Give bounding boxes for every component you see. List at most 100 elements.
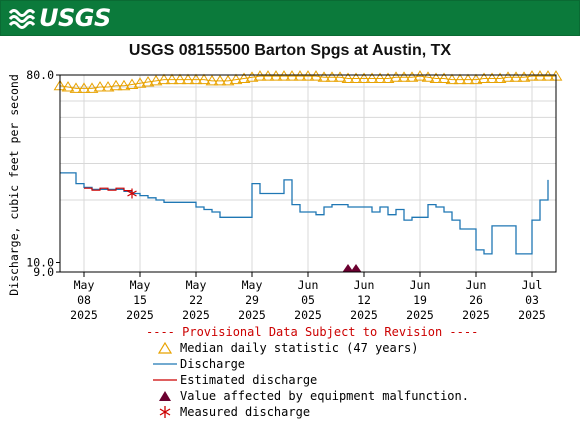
median-marker [213,74,227,86]
open-triangle-icon [150,342,180,354]
median-marker [397,71,411,82]
x-tick-label: 05 [301,293,315,307]
usgs-logo[interactable]: USGS [9,4,111,32]
median-marker [229,73,243,85]
median-marker [445,73,459,85]
median-marker [469,73,483,85]
equipment-malfunction-marker [350,264,362,272]
legend-label-discharge: Discharge [180,357,246,371]
median-marker [301,70,315,81]
x-tick-label: 2025 [518,308,546,322]
median-marker [333,71,347,82]
chart-title: USGS 08155500 Barton Spgs at Austin, TX [128,42,452,59]
x-tick-label: May [130,278,151,292]
median-marker [517,71,531,82]
median-marker [541,70,555,81]
median-marker [405,71,419,82]
median-marker [421,71,435,82]
median-marker [253,70,267,81]
x-tick-label: Jun [298,278,319,292]
median-marker [485,72,499,83]
x-tick-label: 12 [357,293,371,307]
line-icon [150,377,180,383]
median-marker [165,73,179,85]
y-tick-label: 80.0 [26,68,54,82]
y-tick-label: 10.0 [26,255,54,269]
x-tick-label: 2025 [182,308,210,322]
x-tick-label: 26 [469,293,483,307]
line-icon [150,361,180,367]
x-tick-label: May [242,278,263,292]
usgs-logo-text: USGS [39,4,111,32]
median-marker [437,72,451,83]
median-marker [277,70,291,81]
usgs-banner: USGS [0,0,580,36]
median-marker [509,71,523,82]
x-tick-label: 2025 [126,308,154,322]
median-marker [533,70,547,81]
x-tick-label: Jun [410,278,431,292]
median-marker [477,72,491,83]
median-marker [453,73,467,85]
filled-triangle-icon [150,390,180,402]
median-marker [237,72,251,83]
discharge-line [60,172,549,255]
median-marker [61,81,75,92]
x-tick-label: 2025 [462,308,490,322]
median-marker [149,74,163,86]
x-tick-label: 2025 [350,308,378,322]
median-marker [309,70,323,81]
x-tick-label: 2025 [294,308,322,322]
median-marker [293,70,307,81]
legend-label-estimated: Estimated discharge [180,373,318,387]
median-marker [261,70,275,81]
median-marker [93,81,107,92]
median-marker [493,72,507,83]
legend-label-equipment: Value affected by equipment malfunction. [180,389,469,403]
legend-label-median: Median daily statistic (47 years) [180,341,419,355]
median-marker [245,71,259,82]
median-marker [357,72,371,83]
plot-frame [59,74,557,273]
x-tick-label: 2025 [406,308,434,322]
x-tick-label: May [74,278,95,292]
x-tick-label: 08 [77,293,91,307]
median-marker [77,82,91,93]
legend-item-estimated: Estimated discharge [150,372,478,388]
x-tick-label: 2025 [70,308,98,322]
legend: ---- Provisional Data Subject to Revisio… [146,324,478,420]
median-marker [525,70,539,81]
median-marker [85,82,99,93]
median-marker [197,73,211,85]
median-marker [501,71,515,82]
legend-label-measured: Measured discharge [180,405,311,419]
x-tick-label: Jun [354,278,375,292]
median-marker [221,74,235,86]
x-tick-label: 2025 [238,308,266,322]
x-tick-label: May [186,278,207,292]
y-tick-label: 9.0 [33,265,54,279]
equipment-malfunction-marker [342,264,354,272]
median-marker [125,78,139,90]
median-marker [413,70,427,81]
median-marker [325,71,339,82]
median-marker [461,73,475,85]
median-marker [181,73,195,85]
median-marker [389,71,403,82]
x-tick-label: Jul [522,278,543,292]
median-marker [117,79,131,91]
provisional-data-notice: ---- Provisional Data Subject to Revisio… [146,325,479,339]
x-tick-label: 19 [413,293,427,307]
usgs-wave-logo-icon [9,9,35,29]
median-marker [349,72,363,83]
median-marker [381,72,395,83]
median-marker [285,70,299,81]
legend-item-median: Median daily statistic (47 years) [150,340,478,356]
median-marker [365,72,379,83]
median-marker [205,74,219,86]
legend-item-measured: Measured discharge [150,404,478,420]
median-marker [341,72,355,83]
x-tick-label: 03 [525,293,539,307]
median-marker [373,72,387,83]
